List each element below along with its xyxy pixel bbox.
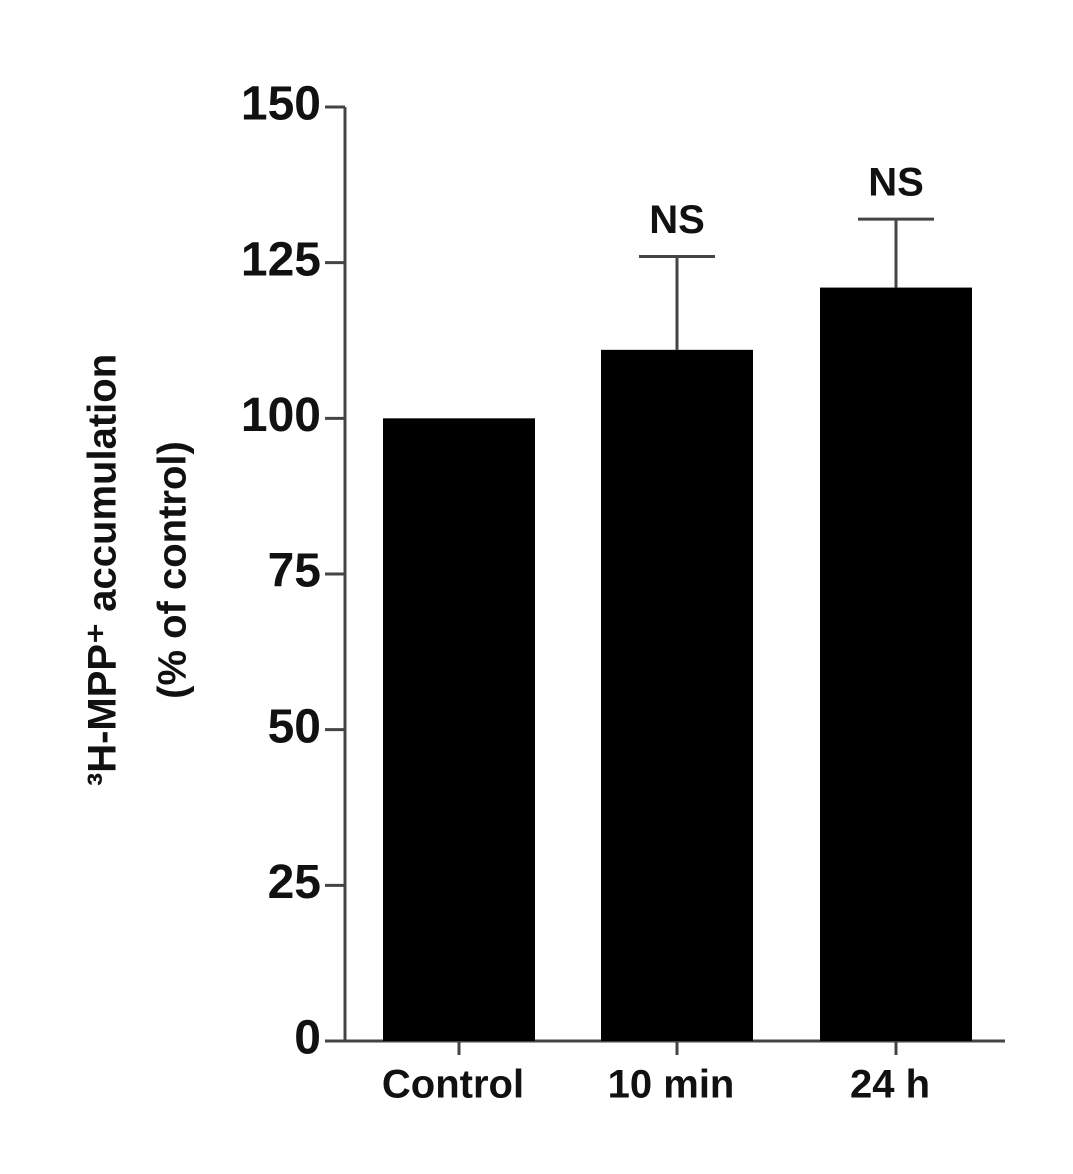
y-tick-label: 25 (268, 856, 321, 909)
bar (383, 418, 535, 1041)
y-axis-label: ³H-MPP⁺ accumulation (81, 354, 125, 786)
y-tick-label: 100 (241, 389, 321, 442)
y-tick-label: 75 (268, 545, 321, 598)
bar (601, 349, 753, 1042)
y-axis-label: (% of control) (151, 441, 195, 699)
bar (820, 287, 972, 1041)
significance-label: NS (868, 161, 924, 205)
y-tick-label: 125 (241, 233, 321, 286)
y-tick-label: 150 (241, 78, 321, 131)
x-tick-label: Control (382, 1063, 524, 1107)
x-tick-label: 24 h (850, 1063, 930, 1107)
x-tick-label: 10 min (608, 1063, 735, 1107)
y-tick-label: 0 (294, 1012, 321, 1065)
y-tick-label: 50 (268, 700, 321, 753)
significance-label: NS (649, 198, 705, 242)
